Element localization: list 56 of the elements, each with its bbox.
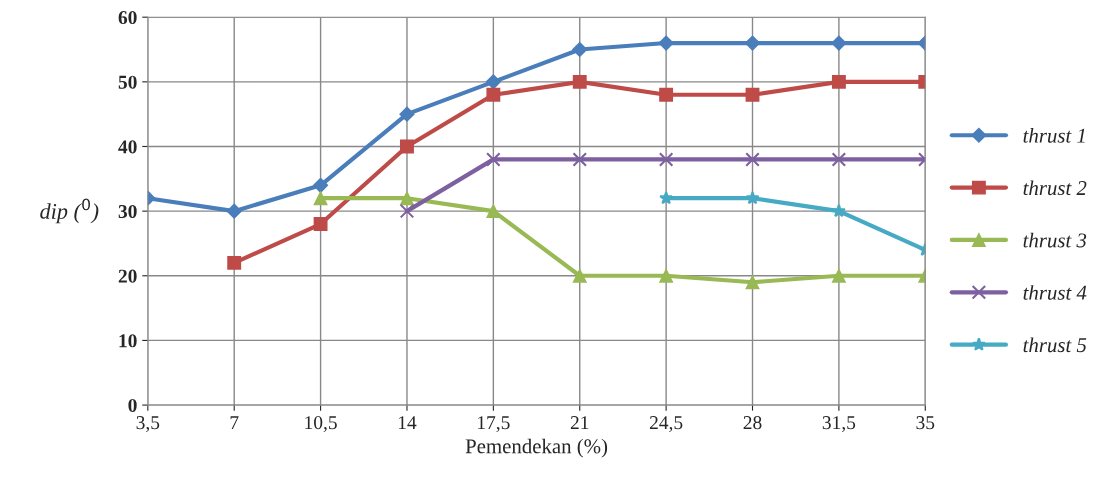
y-tick-label: 10 [119, 334, 137, 348]
x-tick-label: 7 [230, 416, 239, 429]
x-tick-label: 14 [398, 416, 417, 429]
point [658, 35, 674, 51]
legend-label: thrust 2 [1023, 180, 1087, 196]
point [486, 87, 501, 102]
point [399, 106, 415, 122]
point [572, 74, 587, 89]
point [831, 152, 847, 167]
x-tick-label: 3,5 [136, 416, 160, 432]
point [658, 152, 674, 167]
point [659, 268, 674, 283]
point [745, 190, 760, 205]
point [313, 177, 329, 193]
legend-label: thrust 3 [1023, 232, 1087, 248]
point [399, 203, 415, 219]
y-axis-title: dip ($^{0}$) [40, 198, 99, 224]
y-tick-label: 0 [128, 398, 137, 413]
y-tick-label: 20 [118, 269, 137, 283]
x-tick-label: 31,5 [822, 416, 856, 432]
point [831, 74, 846, 89]
point [831, 268, 846, 283]
x-tick-label: 35 [916, 416, 935, 430]
x-tick-label: 28 [743, 416, 762, 430]
y-tick-label: 50 [118, 75, 137, 89]
x-tick-label: 10,5 [305, 416, 337, 432]
x-tick-label: 24,5 [649, 416, 683, 432]
point [400, 191, 414, 206]
point [745, 87, 760, 102]
point [659, 190, 674, 205]
legend-label: thrust 4 [1023, 285, 1087, 300]
point [831, 203, 846, 218]
point [227, 255, 242, 270]
x-tick-label: 17,5 [478, 416, 510, 432]
point [486, 204, 501, 219]
point [226, 203, 242, 219]
x-tick-label: 21 [570, 416, 589, 429]
point [744, 35, 761, 51]
y-tick-label: 30 [118, 204, 137, 219]
point [659, 87, 674, 102]
y-tick-label: 40 [118, 140, 137, 154]
point [486, 152, 501, 167]
point [745, 152, 760, 167]
point [485, 74, 501, 90]
x-axis-title: Pemendekan (%) [465, 438, 608, 458]
legend-label: thrust 1 [1023, 128, 1085, 143]
point [400, 139, 414, 154]
point [313, 191, 328, 206]
point [572, 152, 588, 167]
point [313, 217, 328, 232]
y-tick-label: 60 [118, 11, 137, 25]
legend-label: thrust 5 [1023, 337, 1087, 353]
point [572, 268, 587, 283]
point [745, 275, 760, 290]
point [831, 35, 847, 51]
point [572, 41, 588, 58]
